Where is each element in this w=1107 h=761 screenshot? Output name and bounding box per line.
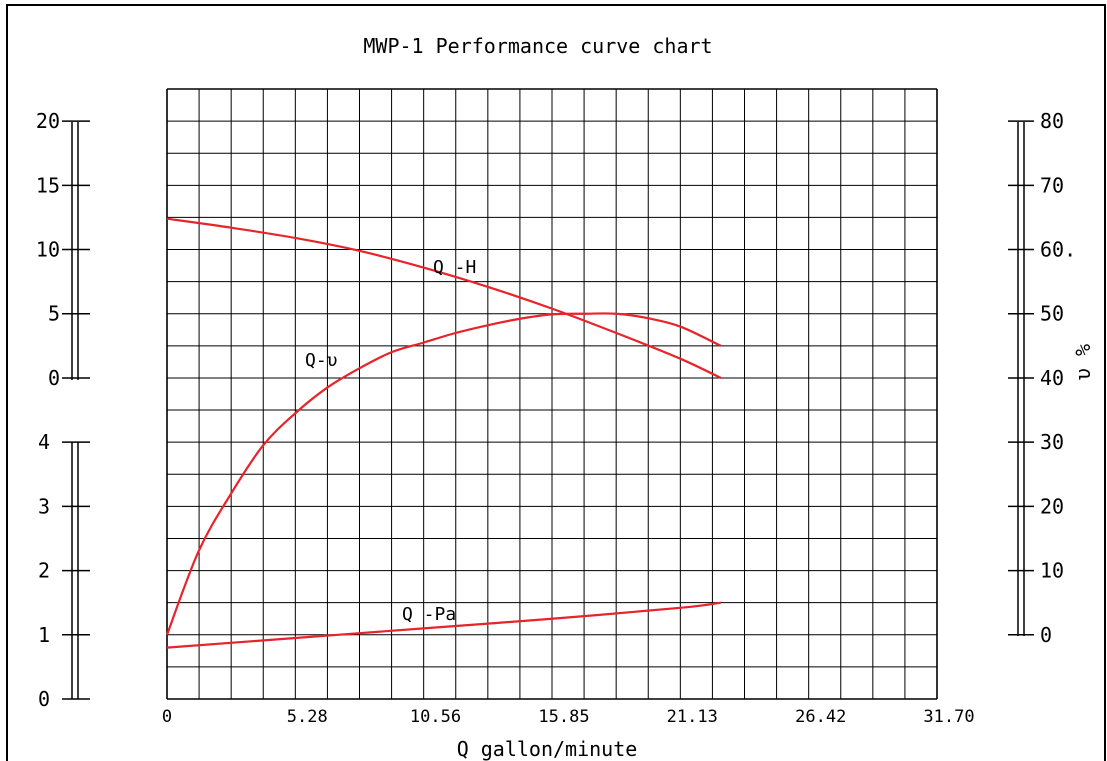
right-tick-label: 10 — [1040, 559, 1064, 583]
series-label-q-h: Q -H — [433, 257, 476, 278]
left-upper-tick-label: 0 — [48, 366, 60, 390]
series-label-q-pa: Q -Pa — [402, 604, 456, 625]
right-tick-label: 60. — [1040, 238, 1076, 262]
left-lower-tick-label: 3 — [38, 494, 50, 518]
right-axis: 80 70 60. 50 40 30 20 10 0 υ % — [1008, 109, 1095, 647]
x-tick-label: 10.56 — [410, 707, 461, 727]
x-tick-label: 0 — [162, 707, 172, 727]
x-tick-label: 5.28 — [287, 707, 328, 727]
left-lower-tick-label: 4 — [38, 430, 50, 454]
x-tick-label: 31.70 — [923, 707, 974, 727]
left-upper-tick-label: 10 — [36, 238, 60, 262]
right-tick-label: 20 — [1040, 494, 1064, 518]
right-tick-label: 50 — [1040, 302, 1064, 326]
x-axis-label: Q gallon/minute — [457, 737, 638, 761]
x-tick-label: 26.42 — [795, 707, 846, 727]
x-tick-label: 15.85 — [538, 707, 589, 727]
q-pa-curve — [166, 601, 721, 649]
left-upper-tick-label: 20 — [36, 109, 60, 133]
series-group — [165, 217, 722, 649]
right-tick-label: 80 — [1040, 109, 1064, 133]
left-upper-tick-label: 15 — [36, 173, 60, 197]
x-axis-ticks: 0 5.28 10.56 15.85 21.13 26.42 31.70 — [162, 707, 975, 727]
right-tick-label: 30 — [1040, 430, 1064, 454]
left-lower-tick-label: 1 — [38, 623, 50, 647]
left-lower-tick-label: 2 — [38, 559, 50, 583]
x-tick-label: 21.13 — [667, 707, 718, 727]
series-label-q-v: Q-υ — [305, 350, 338, 371]
q-h-curve — [166, 217, 722, 379]
right-tick-label: 0 — [1040, 623, 1052, 647]
q-v-curve — [165, 312, 722, 636]
right-tick-label: 40 — [1040, 366, 1064, 390]
chart-title: MWP-1 Performance curve chart — [363, 34, 712, 58]
left-lower-tick-label: 0 — [38, 687, 50, 711]
plot-grid — [166, 88, 938, 700]
left-upper-tick-label: 5 — [48, 302, 60, 326]
chart-frame — [6, 4, 1106, 761]
right-tick-label: 70 — [1040, 173, 1064, 197]
right-axis-label: υ % — [1071, 344, 1095, 380]
